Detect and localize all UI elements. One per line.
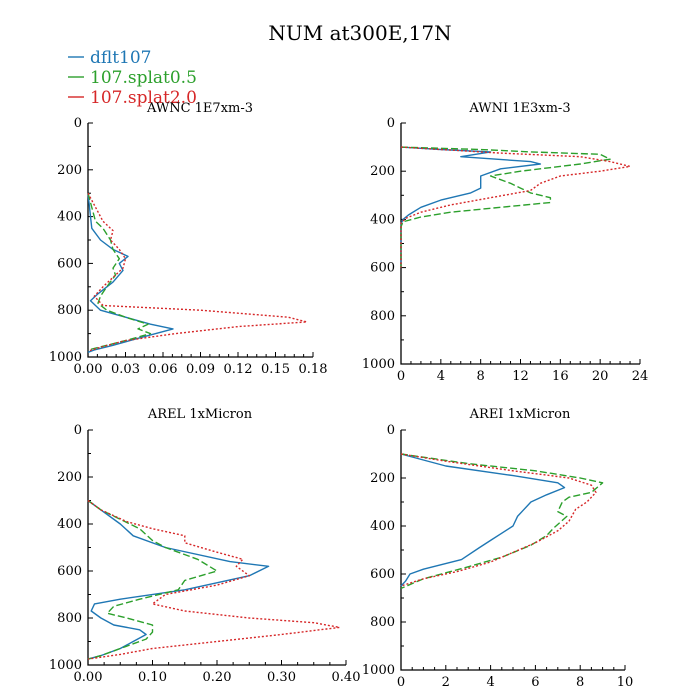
axes-frame [87, 123, 313, 358]
legend-label-dflt107: dflt107 [90, 48, 152, 68]
figure-title: NUM at300E,17N [268, 21, 451, 45]
panel-title: AREL 1xMicron [147, 407, 253, 422]
x-tick-label: 0.03 [111, 362, 140, 377]
x-tick-label: 6 [531, 675, 539, 690]
series-line-107-splat0-5 [87, 193, 152, 351]
x-tick-label: 8 [576, 675, 584, 690]
y-tick-label: 400 [57, 517, 82, 532]
y-tick-label: 1000 [362, 357, 395, 372]
x-tick-label: 12 [512, 369, 529, 384]
legend-label-splat05: 107.splat0.5 [90, 68, 197, 88]
x-tick-label: 24 [632, 369, 649, 384]
x-tick-label: 0.09 [186, 362, 215, 377]
x-tick-label: 10 [617, 675, 634, 690]
y-tick-label: 400 [370, 519, 395, 534]
series-line-107-splat0-5 [400, 146, 611, 268]
panel-title: AREI 1xMicron [469, 407, 571, 422]
x-tick-label: 0.15 [261, 362, 290, 377]
y-tick-label: 1000 [362, 663, 395, 678]
y-tick-label: 200 [57, 470, 82, 485]
y-tick-label: 400 [370, 212, 395, 227]
y-tick-label: 800 [370, 309, 395, 324]
series-line-dflt107 [87, 499, 270, 660]
x-tick-label: 4 [437, 369, 445, 384]
y-tick-label: 600 [57, 256, 82, 271]
axes-frame [400, 430, 625, 671]
x-tick-label: 4 [486, 675, 494, 690]
x-tick-label: 0.06 [149, 362, 178, 377]
axes-frame [400, 123, 640, 365]
y-tick-label: 0 [74, 423, 82, 438]
x-tick-label: 0 [397, 369, 405, 384]
series-line-107-splat2-0 [87, 499, 341, 660]
y-tick-label: 800 [57, 611, 82, 626]
x-tick-label: 0.18 [299, 362, 328, 377]
x-tick-label: 0.00 [74, 362, 103, 377]
y-tick-label: 600 [370, 567, 395, 582]
x-tick-label: 8 [477, 369, 485, 384]
x-tick-label: 0.12 [224, 362, 253, 377]
x-tick-label: 0.40 [332, 670, 361, 685]
y-tick-label: 800 [370, 615, 395, 630]
x-tick-label: 16 [552, 369, 569, 384]
panel-title: AWNI 1E3xm-3 [468, 101, 570, 116]
y-tick-label: 0 [387, 423, 395, 438]
y-tick-label: 200 [370, 164, 395, 179]
series-line-107-splat0-5 [400, 453, 604, 590]
x-tick-label: 2 [442, 675, 450, 690]
series-line-107-splat2-0 [400, 146, 631, 268]
x-tick-label: 0.30 [267, 670, 296, 685]
y-tick-label: 400 [57, 210, 82, 225]
x-tick-label: 0.10 [138, 670, 167, 685]
x-tick-label: 0.00 [74, 670, 103, 685]
panel-title: AWNC 1E7xm-3 [146, 101, 253, 116]
legend: dflt107 107.splat0.5 107.splat2.0 [68, 48, 197, 108]
series-line-107-splat2-0 [400, 453, 597, 587]
x-tick-label: 20 [592, 369, 609, 384]
x-tick-label: 0.20 [203, 670, 232, 685]
y-tick-label: 600 [57, 564, 82, 579]
y-tick-label: 200 [370, 471, 395, 486]
y-tick-label: 200 [57, 163, 82, 178]
axes-frame [87, 430, 346, 666]
series-line-107-splat0-5 [87, 499, 218, 660]
series-line-107-splat2-0 [87, 192, 308, 352]
series-line-dflt107 [87, 193, 174, 353]
y-tick-label: 600 [370, 261, 395, 276]
y-tick-label: 800 [57, 303, 82, 318]
legend-label-splat20: 107.splat2.0 [90, 88, 197, 108]
y-tick-label: 1000 [49, 350, 82, 365]
series-line-dflt107 [400, 146, 542, 268]
y-tick-label: 1000 [49, 658, 82, 673]
y-tick-label: 0 [74, 116, 82, 131]
x-tick-label: 0 [397, 675, 405, 690]
series-line-dflt107 [400, 453, 566, 587]
y-tick-label: 0 [387, 116, 395, 131]
